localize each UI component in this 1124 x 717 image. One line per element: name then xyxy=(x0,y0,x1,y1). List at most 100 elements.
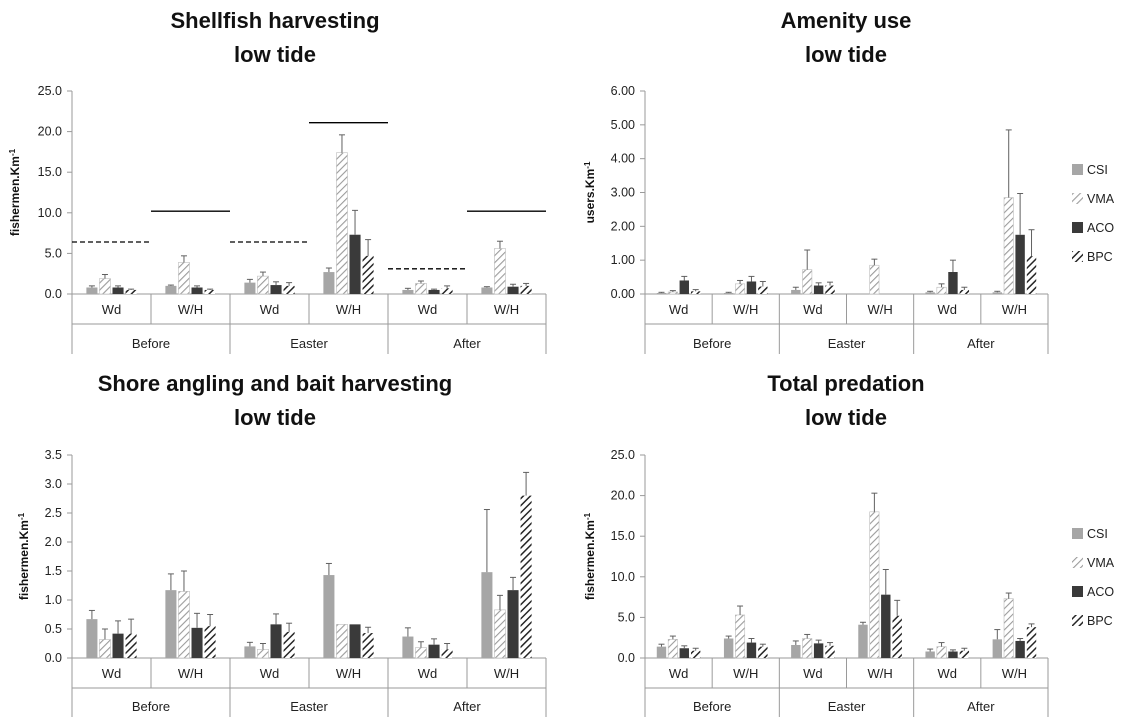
bar-bpc xyxy=(825,645,835,658)
bar-aco xyxy=(679,648,689,658)
x-period-label: After xyxy=(967,336,995,351)
bar-csi xyxy=(323,575,335,658)
y-axis-label: users.Km-1 xyxy=(583,161,598,223)
bar-vma xyxy=(257,648,269,659)
bar-vma xyxy=(336,624,348,659)
bar-aco xyxy=(746,642,757,658)
bar-csi xyxy=(858,624,868,658)
x-category-label: W/H xyxy=(733,666,758,681)
x-category-label: Wd xyxy=(803,666,823,681)
bar-vma xyxy=(99,639,111,659)
y-tick-label: 1.5 xyxy=(45,564,62,578)
y-tick-label: 5.0 xyxy=(618,610,635,624)
bar-aco xyxy=(881,594,891,658)
legend-label: CSI xyxy=(1087,527,1108,541)
y-axis-label: fishermen.Km-1 xyxy=(8,148,23,236)
bar-aco xyxy=(813,643,824,658)
bar-aco xyxy=(191,627,203,658)
bar-aco xyxy=(270,285,282,294)
legend-swatch-hatch-light xyxy=(1072,193,1083,204)
x-period-label: Easter xyxy=(290,336,328,351)
bar-csi xyxy=(323,272,335,294)
bar-bpc xyxy=(892,615,902,658)
y-tick-label: 20.0 xyxy=(611,489,635,503)
legend-label: CSI xyxy=(1087,163,1108,177)
legend-swatch-hatch-dark xyxy=(1072,615,1083,626)
legend-label: VMA xyxy=(1087,192,1115,206)
y-axis-label-superscript: -1 xyxy=(583,512,592,520)
x-period-label: Easter xyxy=(828,699,866,714)
bar-aco xyxy=(428,289,440,294)
y-tick-label: 1.00 xyxy=(611,253,635,267)
chart-3: Shore angling and bait harvesting low tid… xyxy=(17,371,547,717)
bar-aco xyxy=(1015,640,1025,658)
x-period-label: After xyxy=(453,699,481,714)
bar-aco xyxy=(813,285,824,294)
x-period-label: Before xyxy=(693,699,731,714)
bar-aco xyxy=(349,234,361,294)
legend-swatch-solid-light xyxy=(1072,528,1083,539)
y-tick-label: 2.00 xyxy=(611,219,635,233)
legend-swatch-solid-dark xyxy=(1072,586,1083,597)
y-tick-label: 3.5 xyxy=(45,448,62,462)
bar-csi xyxy=(656,646,667,658)
legend-swatch-hatch-light xyxy=(1072,557,1083,568)
bar-bpc xyxy=(1026,256,1037,294)
chart-title: Shellfish harvesting xyxy=(170,8,379,33)
bar-bpc xyxy=(283,631,295,658)
x-category-label: Wd xyxy=(102,666,122,681)
y-tick-label: 25.0 xyxy=(38,84,62,98)
y-tick-label: 6.00 xyxy=(611,84,635,98)
chart-subtitle: low tide xyxy=(805,42,887,67)
bar-bpc xyxy=(959,650,970,658)
bar-bpc xyxy=(758,286,768,294)
bar-bpc xyxy=(441,649,453,658)
bar-vma xyxy=(99,278,111,295)
y-tick-label: 0.0 xyxy=(618,651,635,665)
bar-aco xyxy=(948,272,958,294)
x-category-label: W/H xyxy=(1002,302,1027,317)
y-tick-label: 0.0 xyxy=(45,651,62,665)
x-period-label: Before xyxy=(693,336,731,351)
legend-label: ACO xyxy=(1087,221,1114,235)
bar-vma xyxy=(336,152,348,295)
y-axis-label-superscript: -1 xyxy=(17,512,26,520)
legend-swatch-hatch-dark xyxy=(1072,251,1083,262)
bar-aco xyxy=(191,287,203,294)
bar-bpc xyxy=(204,626,216,658)
bar-vma xyxy=(178,590,190,659)
x-category-label: Wd xyxy=(938,302,958,317)
y-tick-label: 3.00 xyxy=(611,186,635,200)
bar-csi xyxy=(992,292,1003,294)
chart-1: Shellfish harvesting low tide fishermen.Km… xyxy=(8,8,547,354)
bar-csi xyxy=(402,289,414,294)
y-tick-label: 3.0 xyxy=(45,477,62,491)
bar-vma xyxy=(1003,197,1014,295)
bar-bpc xyxy=(125,289,137,294)
bar-aco xyxy=(428,644,440,658)
x-period-label: Before xyxy=(132,336,170,351)
chart-title: Amenity use xyxy=(781,8,912,33)
y-tick-label: 0.00 xyxy=(611,287,635,301)
x-category-label: Wd xyxy=(418,666,438,681)
y-tick-label: 15.0 xyxy=(38,165,62,179)
chart-title: Shore angling and bait harvesting xyxy=(98,371,453,396)
y-axis-label-superscript: -1 xyxy=(8,148,17,156)
x-category-label: W/H xyxy=(178,666,203,681)
bar-csi xyxy=(244,282,256,294)
bar-vma xyxy=(1003,598,1014,659)
bar-vma xyxy=(869,511,880,659)
y-tick-label: 0.0 xyxy=(45,287,62,301)
x-category-label: W/H xyxy=(733,302,758,317)
bar-csi xyxy=(86,619,98,658)
bar-bpc xyxy=(204,289,216,294)
x-category-label: W/H xyxy=(867,302,892,317)
chart-subtitle: low tide xyxy=(234,405,316,430)
bar-bpc xyxy=(690,291,701,294)
x-category-label: W/H xyxy=(336,302,361,317)
bar-bpc xyxy=(959,289,970,294)
bar-aco xyxy=(507,590,519,658)
bar-bpc xyxy=(362,633,374,658)
y-tick-label: 20.0 xyxy=(38,125,62,139)
